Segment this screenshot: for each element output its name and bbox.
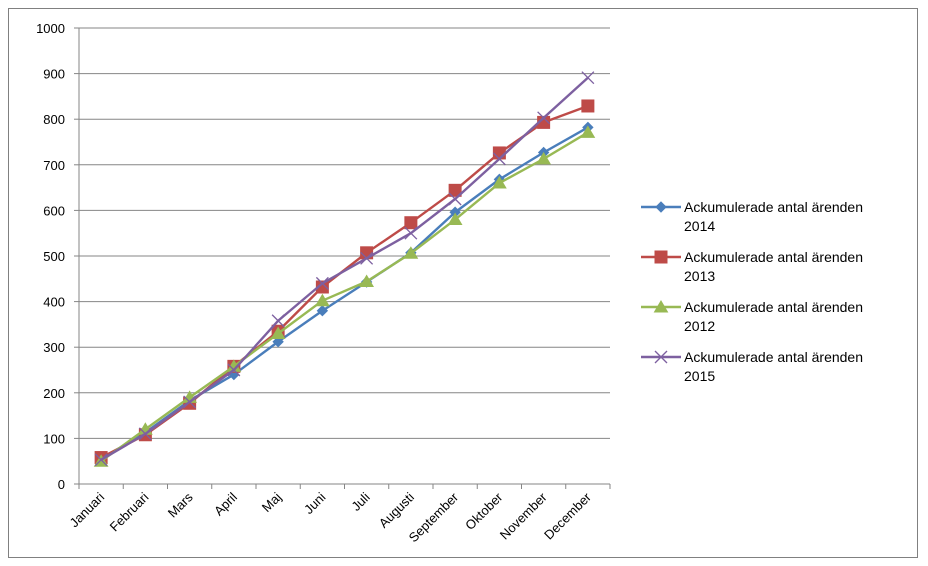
y-tick-label: 1000 bbox=[36, 21, 65, 36]
data-point bbox=[581, 99, 595, 113]
data-point bbox=[492, 146, 506, 160]
data-point bbox=[404, 216, 418, 230]
data-point bbox=[227, 363, 241, 377]
marker-stroke bbox=[271, 314, 285, 328]
y-tick-label: 900 bbox=[43, 67, 65, 82]
legend-marker bbox=[655, 201, 667, 213]
x-tick-label: Februari bbox=[107, 489, 152, 534]
y-tick-label: 500 bbox=[43, 249, 65, 264]
y-tick-label: 0 bbox=[58, 477, 65, 492]
marker-stroke bbox=[581, 71, 595, 85]
data-point bbox=[447, 212, 463, 226]
data-point bbox=[360, 251, 374, 265]
legend-entry: Ackumulerade antal ärenden 2014 bbox=[641, 199, 863, 234]
data-point bbox=[272, 336, 284, 348]
legend-label: Ackumulerade antal ärenden 2012 bbox=[684, 299, 863, 334]
series-line bbox=[100, 76, 589, 461]
legend-label-line: 2013 bbox=[684, 268, 715, 284]
y-tick-label: 700 bbox=[43, 158, 65, 173]
legend-label: Ackumulerade antal ärenden 2015 bbox=[684, 349, 863, 384]
legend-label-line: 2014 bbox=[684, 218, 715, 234]
data-point bbox=[492, 152, 506, 166]
data-point bbox=[581, 71, 595, 85]
marker-stroke bbox=[404, 226, 418, 240]
x-tick-label: Maj bbox=[259, 489, 284, 514]
data-point bbox=[315, 276, 329, 290]
marker-stroke bbox=[492, 152, 506, 166]
marker-stroke bbox=[537, 111, 551, 125]
series-line bbox=[100, 104, 589, 459]
x-tick-label: Juni bbox=[301, 489, 329, 517]
y-tick-label: 300 bbox=[43, 340, 65, 355]
series-ackumulerade-antal-renden-2013 bbox=[94, 99, 595, 465]
y-tick-label: 100 bbox=[43, 431, 65, 446]
legend-marker bbox=[654, 350, 668, 364]
legend-label-line: Ackumulerade antal ärenden bbox=[684, 199, 863, 215]
data-point bbox=[316, 305, 329, 317]
legend: Ackumulerade antal ärenden 2014Ackumulera… bbox=[641, 199, 863, 384]
data-point bbox=[537, 111, 551, 125]
plot-area bbox=[93, 71, 596, 467]
marker-stroke bbox=[183, 395, 197, 409]
x-tick-label: Januari bbox=[66, 489, 107, 530]
axes bbox=[74, 27, 611, 489]
data-point bbox=[404, 226, 418, 240]
data-point bbox=[448, 183, 462, 197]
y-tick-label: 400 bbox=[43, 295, 65, 310]
data-point bbox=[270, 326, 286, 340]
y-tick-label: 600 bbox=[43, 203, 65, 218]
data-point bbox=[138, 427, 152, 441]
marker-stroke bbox=[360, 251, 374, 265]
series-ackumulerade-antal-renden-2015 bbox=[94, 71, 595, 467]
legend-label: Ackumulerade antal ärenden 2014 bbox=[684, 199, 863, 234]
legend-label-line: Ackumulerade antal ärenden bbox=[684, 249, 863, 265]
x-tick-label: Oktober bbox=[462, 489, 506, 533]
series-line bbox=[100, 131, 589, 463]
legend-entry: Ackumulerade antal ärenden 2015 bbox=[641, 349, 863, 384]
legend-label-line: 2012 bbox=[684, 318, 715, 334]
legend-marker bbox=[654, 250, 668, 264]
gridlines bbox=[79, 27, 610, 439]
x-axis-ticks: Januari Februari Mars April Maj Juni Juli Augus… bbox=[66, 489, 594, 545]
y-tick-label: 200 bbox=[43, 386, 65, 401]
x-tick-label: Mars bbox=[165, 489, 196, 520]
data-point bbox=[491, 176, 507, 189]
data-point bbox=[403, 246, 419, 259]
x-tick-label: April bbox=[211, 489, 240, 518]
marker-stroke bbox=[138, 427, 152, 441]
marker-stroke bbox=[227, 363, 241, 377]
legend-marker bbox=[653, 300, 669, 313]
marker-stroke bbox=[448, 192, 462, 206]
data-point bbox=[580, 125, 596, 138]
data-point bbox=[536, 151, 552, 165]
data-point bbox=[359, 274, 375, 288]
data-point bbox=[314, 293, 330, 307]
legend-label-line: Ackumulerade antal ärenden bbox=[684, 299, 863, 315]
legend-label: Ackumulerade antal ärenden 2013 bbox=[684, 249, 863, 284]
data-point bbox=[271, 314, 285, 328]
x-tick-label: December bbox=[541, 489, 594, 542]
legend-label-line: Ackumulerade antal ärenden bbox=[684, 349, 863, 365]
marker-stroke bbox=[315, 276, 329, 290]
data-point bbox=[448, 192, 462, 206]
x-tick-label: Juli bbox=[348, 489, 372, 513]
y-axis-ticks: 0 100 200 300 400 500 600 700 800 900 1000 bbox=[36, 21, 65, 492]
legend-entry: Ackumulerade antal ärenden 2012 bbox=[641, 299, 863, 334]
legend-label-line: 2015 bbox=[684, 368, 715, 384]
data-point bbox=[183, 395, 197, 409]
x-tick-label: Augusti bbox=[376, 489, 417, 530]
data-point bbox=[94, 453, 108, 467]
chart-frame bbox=[8, 8, 918, 558]
marker-stroke bbox=[654, 350, 668, 364]
legend-entry: Ackumulerade antal ärenden 2013 bbox=[641, 249, 863, 284]
y-tick-label: 800 bbox=[43, 112, 65, 127]
marker-stroke bbox=[94, 453, 108, 467]
